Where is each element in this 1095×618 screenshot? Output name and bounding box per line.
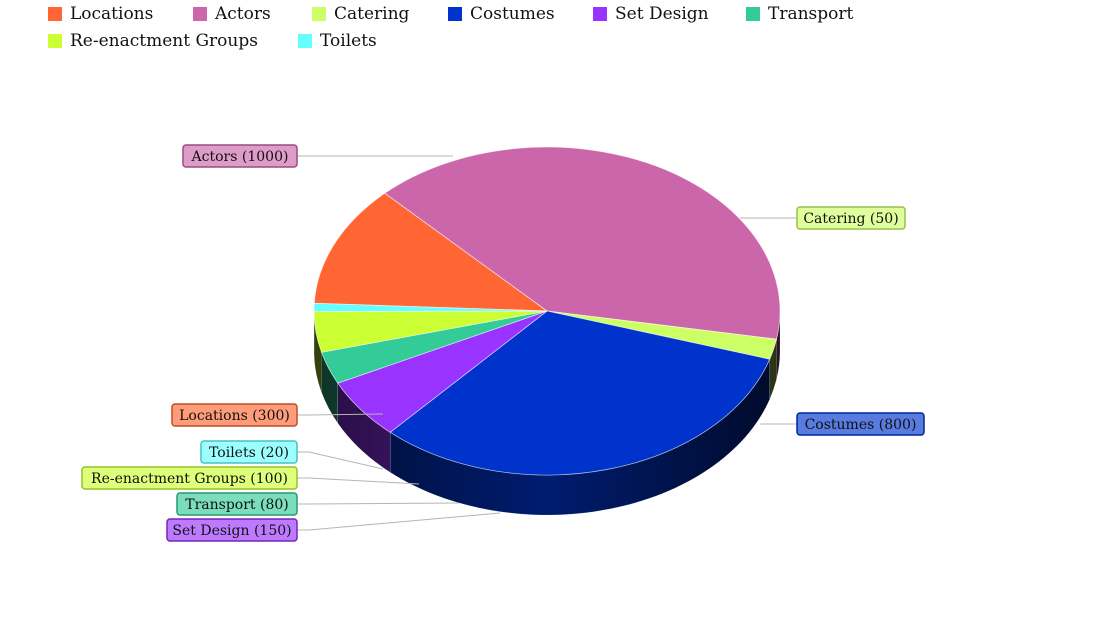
legend-item-actors[interactable]: Actors: [193, 2, 271, 26]
legend-label: Locations: [70, 4, 154, 24]
legend-item-transport[interactable]: Transport: [746, 2, 853, 26]
slice-label-box: [171, 403, 298, 427]
slice-label-box: [182, 144, 298, 168]
legend-label: Toilets: [320, 31, 377, 51]
label-leader-line: [297, 502, 460, 505]
slice-label-box: [166, 518, 298, 542]
slice-label-box: [796, 412, 925, 436]
slice-label-locations: Locations (300): [179, 408, 290, 424]
slice-label-costumes: Costumes (800): [805, 417, 917, 433]
legend-label: Re-enactment Groups: [70, 31, 258, 51]
slice-label-set-design: Set Design (150): [172, 523, 291, 539]
legend-item-catering[interactable]: Catering: [312, 2, 409, 26]
legend-swatch: [593, 7, 607, 21]
legend-swatch: [746, 7, 760, 21]
legend-swatch: [193, 7, 207, 21]
slice-label-box: [796, 206, 906, 230]
legend-item-locations[interactable]: Locations: [48, 2, 153, 26]
legend-item-re-enactment-groups[interactable]: Re-enactment Groups: [48, 29, 258, 53]
slice-label-catering: Catering (50): [803, 211, 898, 227]
legend-item-costumes[interactable]: Costumes: [448, 2, 555, 26]
legend-label: Costumes: [470, 4, 555, 24]
slice-label-box: [81, 466, 298, 490]
legend-item-set-design[interactable]: Set Design: [593, 2, 709, 26]
label-leader-line: [297, 413, 384, 416]
legend-swatch: [448, 7, 462, 21]
pie-slices: [313, 146, 781, 476]
slice-label-re-enactment-groups: Re-enactment Groups (100): [91, 471, 288, 487]
slice-label-box: [176, 492, 298, 516]
slice-label-actors: Actors (1000): [191, 149, 289, 165]
slice-label-transport: Transport (80): [185, 497, 288, 513]
pie-slice-costumes[interactable]: [389, 310, 771, 476]
legend-swatch: [48, 34, 62, 48]
slice-label-box: [200, 440, 298, 464]
label-leader-line: [297, 451, 384, 470]
legend-swatch: [312, 7, 326, 21]
legend-swatch: [48, 7, 62, 21]
legend-swatch: [298, 34, 312, 48]
slice-labels: Locations (300) Actors (1000) Catering (50…: [81, 144, 925, 542]
slice-label-toilets: Toilets (20): [209, 445, 289, 461]
label-leader-line: [297, 477, 420, 485]
legend-item-toilets[interactable]: Toilets: [298, 29, 377, 53]
legend-label: Catering: [334, 4, 410, 24]
label-leader-line: [297, 512, 501, 531]
pie-slice-actors[interactable]: [384, 146, 781, 340]
pie-slice-toilets[interactable]: [313, 302, 548, 312]
legend-label: Actors: [215, 4, 271, 24]
chart-legend: Locations Actors Catering Costumes Set Desig…: [48, 2, 948, 58]
pie-slice-locations[interactable]: [313, 192, 549, 312]
legend-label: Transport: [768, 4, 854, 24]
legend-label: Set Design: [615, 4, 709, 24]
